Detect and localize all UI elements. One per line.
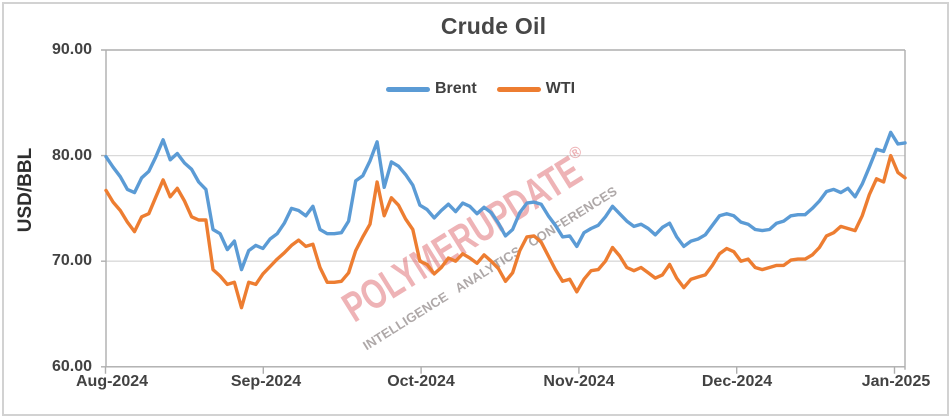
legend-item-brent: Brent (385, 80, 477, 98)
x-tick-label: Aug-2024 (75, 373, 149, 390)
legend-item-wti: WTI (496, 80, 576, 98)
x-tick-label: Sep-2024 (230, 373, 302, 390)
y-tick-label: 70.00 (51, 252, 92, 269)
brent-line-swatch-icon (385, 86, 430, 92)
brent-series-line (104, 130, 907, 272)
axis-lines (101, 49, 906, 374)
legend-label-wti: WTI (545, 80, 576, 97)
wti-line-swatch-icon (496, 86, 541, 92)
y-tick-label: 90.00 (51, 41, 92, 58)
x-tick-label: Jan-2025 (861, 373, 931, 390)
legend-label-brent: Brent (434, 80, 477, 97)
wti-series-line (104, 153, 907, 310)
y-tick-label: 80.00 (51, 147, 92, 164)
y-tick-label: 60.00 (51, 358, 92, 375)
x-tick-label: Dec-2024 (701, 373, 773, 390)
chart-legend: Brent WTI (5, 78, 951, 100)
chart-title: Crude Oil (440, 13, 547, 39)
x-tick-label: Nov-2024 (543, 373, 615, 390)
x-tick-label: Oct-2024 (387, 373, 455, 390)
